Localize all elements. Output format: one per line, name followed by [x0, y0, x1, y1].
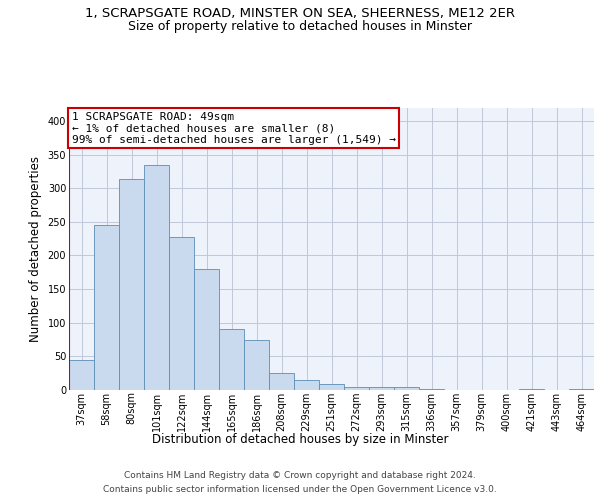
Bar: [394, 388, 419, 390]
Y-axis label: Number of detached properties: Number of detached properties: [29, 156, 42, 342]
Bar: [119, 180, 144, 390]
Bar: [219, 330, 244, 390]
Bar: [319, 384, 344, 390]
Bar: [519, 388, 544, 390]
Bar: [369, 386, 394, 390]
Bar: [244, 340, 269, 390]
Text: 1, SCRAPSGATE ROAD, MINSTER ON SEA, SHEERNESS, ME12 2ER: 1, SCRAPSGATE ROAD, MINSTER ON SEA, SHEE…: [85, 8, 515, 20]
Bar: [69, 360, 94, 390]
Bar: [169, 238, 194, 390]
Text: Contains public sector information licensed under the Open Government Licence v3: Contains public sector information licen…: [103, 485, 497, 494]
Bar: [419, 388, 444, 390]
Bar: [144, 164, 169, 390]
Text: Distribution of detached houses by size in Minster: Distribution of detached houses by size …: [152, 432, 448, 446]
Text: Contains HM Land Registry data © Crown copyright and database right 2024.: Contains HM Land Registry data © Crown c…: [124, 471, 476, 480]
Bar: [269, 372, 294, 390]
Bar: [344, 388, 369, 390]
Bar: [294, 380, 319, 390]
Bar: [94, 225, 119, 390]
Bar: [569, 388, 594, 390]
Bar: [194, 269, 219, 390]
Text: 1 SCRAPSGATE ROAD: 49sqm
← 1% of detached houses are smaller (8)
99% of semi-det: 1 SCRAPSGATE ROAD: 49sqm ← 1% of detache…: [71, 112, 395, 145]
Text: Size of property relative to detached houses in Minster: Size of property relative to detached ho…: [128, 20, 472, 33]
